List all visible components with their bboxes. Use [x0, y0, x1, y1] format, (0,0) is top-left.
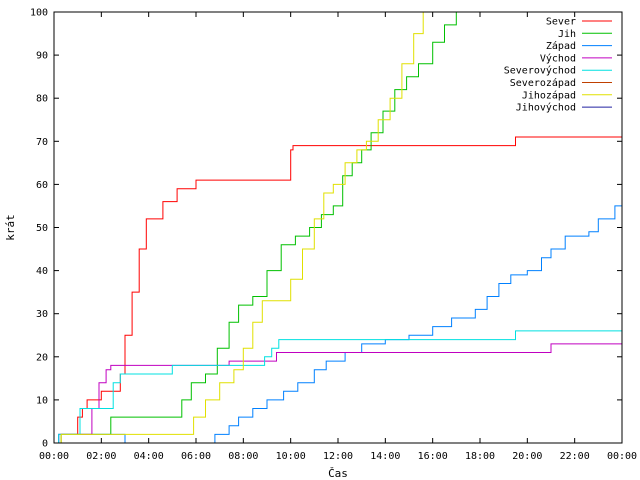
x-tick-label: 00:00 — [39, 451, 69, 462]
legend: SeverJihZápadVýchodSeverovýchodSeverozáp… — [504, 17, 612, 114]
y-tick-label: 40 — [36, 266, 48, 277]
x-axis-label: Čas — [328, 467, 348, 480]
x-tick-label: 14:00 — [370, 451, 400, 462]
y-tick-label: 60 — [36, 180, 48, 191]
y-tick-label: 0 — [42, 439, 48, 450]
x-tick-label: 08:00 — [228, 451, 258, 462]
x-tick-label: 20:00 — [512, 451, 542, 462]
x-tick-label: 00:00 — [607, 451, 637, 462]
x-tick-label: 10:00 — [276, 451, 306, 462]
legend-label: Západ — [546, 40, 576, 52]
y-tick-label: 100 — [30, 8, 48, 19]
series-layer — [54, 11, 623, 444]
y-tick-label: 50 — [36, 223, 48, 234]
y-tick-label: 90 — [36, 51, 48, 62]
x-tick-label: 04:00 — [134, 451, 164, 462]
y-axis-label: krát — [4, 214, 17, 241]
x-tick-label: 22:00 — [560, 451, 590, 462]
legend-label: Severovýchod — [504, 65, 576, 77]
series-line-2 — [54, 11, 622, 444]
ticks-layer: 0 10 20 30 40 50 60 70 80 90 100 00:00 02:00 04:00 06:… — [30, 8, 637, 463]
x-tick-label: 12:00 — [323, 451, 353, 462]
y-tick-label: 10 — [36, 395, 48, 406]
y-tick-label: 80 — [36, 94, 48, 105]
y-tick-label: 30 — [36, 309, 48, 320]
x-tick-label: 18:00 — [465, 451, 495, 462]
series-line-7 — [54, 11, 622, 444]
series-line-1 — [54, 136, 622, 444]
legend-label: Jihozápad — [522, 89, 576, 101]
legend-label: Severozápad — [510, 77, 576, 89]
series-line-4 — [54, 343, 622, 444]
x-tick-label: 02:00 — [86, 451, 116, 462]
series-line-5 — [54, 330, 622, 444]
y-tick-label: 20 — [36, 352, 48, 363]
legend-label: Jih — [558, 29, 576, 40]
x-tick-label: 06:00 — [181, 451, 211, 462]
x-tick-label: 16:00 — [418, 451, 448, 462]
legend-label: Sever — [546, 17, 576, 28]
legend-label: Východ — [540, 52, 576, 64]
series-line-3 — [54, 201, 623, 444]
y-tick-label: 70 — [36, 137, 48, 148]
legend-label: Jihovýchod — [516, 102, 576, 114]
